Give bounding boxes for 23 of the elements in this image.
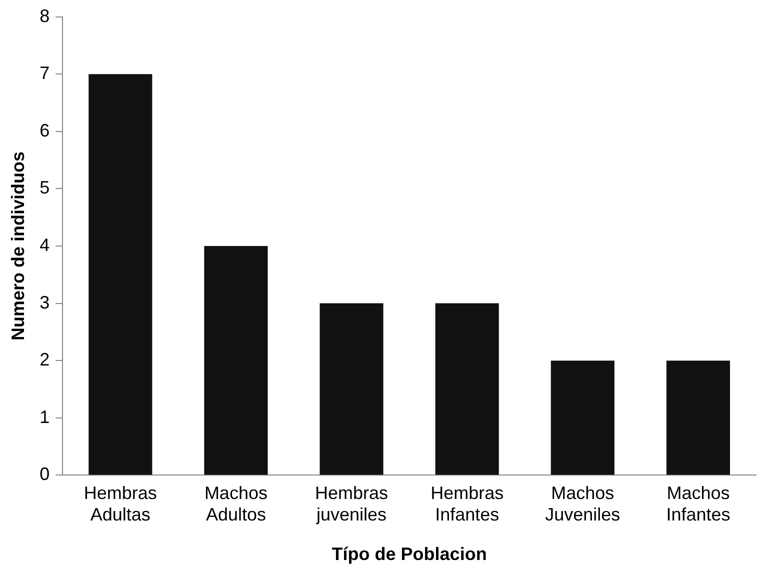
y-tick-label: 3 bbox=[40, 292, 50, 312]
x-tick-label: Machos Adultos bbox=[204, 482, 268, 525]
x-axis-title: Típo de Poblacion bbox=[332, 544, 487, 564]
bar bbox=[435, 303, 499, 475]
y-tick-label: 1 bbox=[40, 406, 50, 427]
bar bbox=[320, 303, 384, 475]
y-tick-label: 6 bbox=[40, 120, 50, 140]
x-tick-label: Machos Juveniles bbox=[545, 482, 620, 525]
x-tick-label: Hembras Adultas bbox=[84, 482, 157, 525]
x-tick-label: Machos Infantes bbox=[666, 482, 730, 525]
y-tick-label: 0 bbox=[40, 464, 50, 484]
bar bbox=[666, 360, 730, 475]
y-tick-label: 8 bbox=[40, 6, 50, 26]
bar bbox=[204, 246, 268, 475]
y-tick-label: 7 bbox=[40, 63, 50, 84]
bar bbox=[550, 360, 614, 475]
bar bbox=[88, 74, 152, 475]
x-tick-label: Hembras Infantes bbox=[430, 482, 504, 525]
y-tick-label: 4 bbox=[40, 234, 50, 255]
x-tick-label: Hembras juveniles bbox=[315, 482, 388, 525]
y-tick-label: 2 bbox=[40, 350, 50, 370]
y-axis-title: Numero de individuos bbox=[8, 151, 28, 341]
y-tick-label: 5 bbox=[40, 178, 50, 198]
